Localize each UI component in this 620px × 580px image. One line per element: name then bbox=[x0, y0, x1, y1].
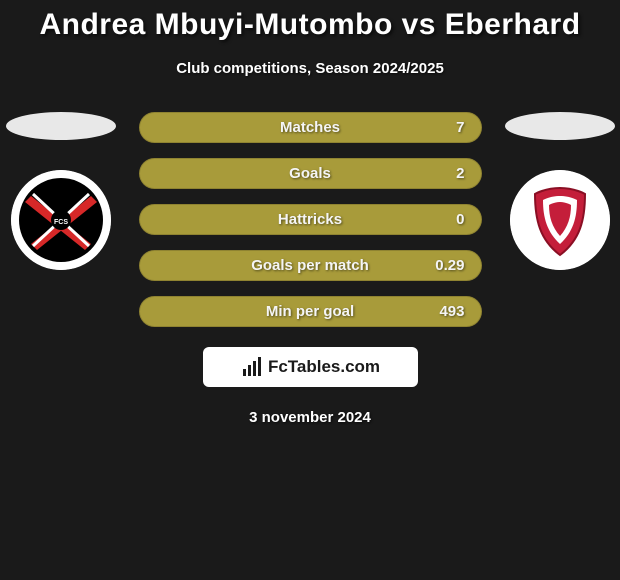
stat-value: 0.29 bbox=[435, 257, 464, 274]
team-badge-right bbox=[510, 170, 610, 270]
source-logo[interactable]: FcTables.com bbox=[203, 347, 418, 387]
player-ellipse-left bbox=[6, 112, 116, 140]
stat-row-hattricks: Hattricks 0 bbox=[139, 204, 482, 235]
comparison-card: Andrea Mbuyi-Mutombo vs Eberhard Club co… bbox=[0, 0, 620, 426]
stat-label: Matches bbox=[280, 119, 340, 136]
page-title: Andrea Mbuyi-Mutombo vs Eberhard bbox=[0, 8, 620, 42]
stat-row-mpg: Min per goal 493 bbox=[139, 296, 482, 327]
stat-label: Goals per match bbox=[251, 257, 369, 274]
stat-label: Goals bbox=[289, 165, 331, 182]
xamax-badge-icon: XAMAX FCS bbox=[11, 170, 111, 270]
right-side bbox=[500, 112, 620, 270]
stat-row-goals: Goals 2 bbox=[139, 158, 482, 189]
stat-value: 493 bbox=[439, 303, 464, 320]
logo-text: FcTables.com bbox=[268, 357, 380, 377]
stat-row-matches: Matches 7 bbox=[139, 112, 482, 143]
player-ellipse-right bbox=[505, 112, 615, 140]
stat-label: Min per goal bbox=[266, 303, 354, 320]
stat-row-gpm: Goals per match 0.29 bbox=[139, 250, 482, 281]
stat-value: 0 bbox=[456, 211, 464, 228]
subtitle: Club competitions, Season 2024/2025 bbox=[0, 60, 620, 77]
svg-text:FCS: FCS bbox=[54, 219, 68, 226]
content-row: XAMAX FCS Matches 7 Goals 2 Hattricks bbox=[0, 112, 620, 327]
stat-value: 7 bbox=[456, 119, 464, 136]
vaduz-badge-icon bbox=[510, 170, 610, 270]
svg-text:XAMAX: XAMAX bbox=[41, 185, 81, 197]
left-side: XAMAX FCS bbox=[1, 112, 121, 270]
date-text: 3 november 2024 bbox=[0, 409, 620, 426]
stats-column: Matches 7 Goals 2 Hattricks 0 Goals per … bbox=[139, 112, 482, 327]
team-badge-left: XAMAX FCS bbox=[11, 170, 111, 270]
chart-icon bbox=[240, 355, 264, 379]
stat-value: 2 bbox=[456, 165, 464, 182]
stat-label: Hattricks bbox=[278, 211, 342, 228]
